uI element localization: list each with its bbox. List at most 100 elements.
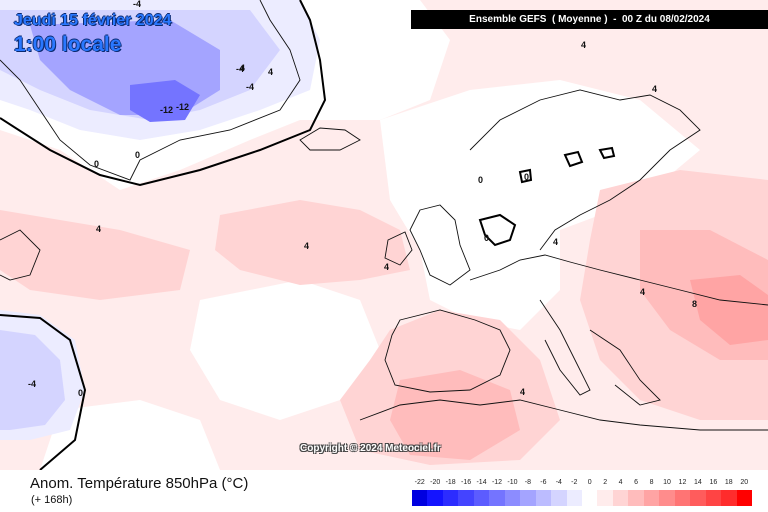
neutral-zone-mid-atlantic [190, 280, 380, 420]
contour-label: 4 [268, 67, 273, 77]
coast-greenland [0, 0, 301, 181]
contour-label: -4 [133, 0, 141, 9]
contour-label: -4 [28, 379, 36, 389]
color-scale-label: -20 [430, 479, 441, 486]
contour-label: 8 [692, 299, 697, 309]
color-scale-label: 14 [694, 479, 702, 486]
neutral-zone-central-europe [380, 80, 700, 330]
color-scale-swatch [504, 490, 521, 506]
color-scale-swatch [721, 490, 737, 506]
contour-label: 0 [135, 150, 140, 160]
color-scale-swatch [643, 490, 660, 506]
neutral-zone-south-atlantic [40, 400, 220, 470]
color-scale-label: 6 [634, 479, 639, 486]
zero-contour-north-sea [478, 213, 517, 247]
contour-label: 0 [94, 159, 99, 169]
color-scale-swatch [566, 490, 582, 506]
color-scale-swatch [458, 490, 474, 506]
color-scale [412, 490, 752, 506]
contour-label: 4 [304, 241, 309, 251]
zero-contour-scandinavia-a [563, 150, 584, 168]
contour-label: 4 [520, 387, 525, 397]
coast-iberia [384, 309, 511, 393]
contour-lines [0, 0, 616, 470]
contour-label-group: -4 -4 -4 -12 -12 4 4 0 0 0 0 0 4 4 4 4 4… [28, 0, 697, 398]
contour-label: 4 [384, 262, 389, 272]
anomaly-map: -4 -4 -4 -12 -12 4 4 0 0 0 0 0 4 4 4 4 4… [0, 0, 768, 470]
contour-label: 4 [553, 237, 558, 247]
model-run-info: Ensemble GEFS ( Moyenne ) - 00 Z du 08/0… [411, 10, 768, 29]
contour-label: -12 [176, 102, 189, 112]
color-scale-swatch [520, 490, 536, 506]
color-scale-label: 16 [709, 479, 718, 486]
color-scale-label: -12 [491, 479, 503, 486]
contour-label: -4 [246, 82, 254, 92]
color-scale-swatch [705, 490, 722, 506]
contour-label: -12 [160, 105, 173, 115]
zero-contour-scandinavia-b [598, 146, 616, 160]
color-scale-swatch [612, 490, 629, 506]
coast-ireland [384, 231, 413, 266]
color-scale-label: 20 [740, 479, 749, 486]
warm-zone-west-atlantic [0, 210, 190, 300]
color-scale-label: -10 [507, 479, 518, 486]
color-scale-swatch [674, 490, 691, 506]
contour-label: 4 [96, 224, 101, 234]
color-scale-swatch [690, 490, 706, 506]
color-scale-label: -2 [571, 479, 578, 486]
color-scale-swatch [489, 490, 505, 506]
contour-label: 0 [484, 233, 489, 243]
color-scale-swatch [628, 490, 644, 506]
color-scale-swatch [473, 490, 490, 506]
color-scale-label: 0 [587, 479, 592, 486]
contour-label: 0 [78, 388, 83, 398]
coast-continent [469, 254, 768, 306]
zero-contour-southwest [0, 314, 87, 470]
lead-time: (+ 168h) [31, 494, 73, 506]
contour-label: -4 [236, 64, 244, 74]
color-scale-label: -18 [445, 479, 456, 486]
warm-max-east-europe [690, 275, 768, 345]
contour-label: 4 [652, 84, 657, 94]
coast-canada [0, 229, 41, 281]
contour-label: 0 [478, 175, 483, 185]
coast-iceland [299, 127, 361, 151]
color-scale-label: 10 [663, 479, 671, 486]
color-scale-label: -14 [476, 479, 487, 486]
copyright-notice: Copyright © 2024 Meteociel.fr [300, 443, 441, 454]
map-footer: Anom. Température 850hPa (°C) (+ 168h) -… [0, 470, 768, 512]
color-scale-label: 18 [724, 479, 733, 486]
zero-contour-scandinavia-c [518, 168, 533, 184]
contour-label: 4 [240, 63, 245, 73]
color-scale-swatch [581, 490, 598, 506]
cold-zone-southwest-inner [0, 330, 65, 430]
forecast-date: Jeudi 15 février 2024 [14, 12, 172, 29]
parameter-title: Anom. Température 850hPa (°C) [30, 475, 249, 492]
coastlines [0, 0, 768, 431]
coast-north-africa [359, 399, 768, 431]
color-scale-labels: -22 -20 -18 -16 -14 -12 -10 -8 -6 -4 -2 0 2 4 6 8 10 12 14… [412, 479, 752, 489]
color-scale-label: -16 [461, 479, 472, 486]
color-scale-label: 4 [618, 479, 623, 486]
forecast-local-time: 1:00 locale [14, 33, 122, 56]
color-scale-label: -22 [414, 479, 425, 486]
color-scale-swatch [535, 490, 552, 506]
color-scale-label: 12 [678, 479, 687, 486]
coast-british-isles [409, 204, 471, 286]
color-scale-label: -4 [555, 479, 562, 486]
contour-label: 4 [640, 287, 645, 297]
warm-core-north-africa [390, 370, 520, 460]
color-scale-swatch [597, 490, 613, 506]
color-scale-swatch [412, 490, 428, 506]
coast-italy [539, 299, 591, 396]
color-scale-swatch [659, 490, 675, 506]
coast-norway-sweden [469, 89, 701, 251]
warm-zone-central-atlantic [215, 200, 410, 285]
contour-label: 4 [581, 40, 586, 50]
coast-balkans [589, 329, 661, 406]
zero-contour-greenland [0, 0, 327, 187]
color-scale-swatch [427, 490, 443, 506]
contour-label: 0 [524, 172, 529, 182]
color-scale-label: -8 [524, 479, 532, 486]
cold-zone-greenland-core [130, 80, 200, 122]
